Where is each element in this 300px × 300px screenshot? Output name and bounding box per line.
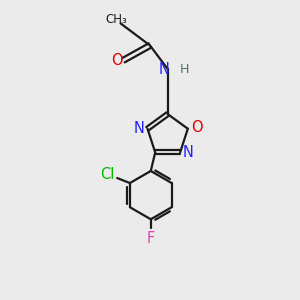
Text: F: F: [147, 231, 155, 246]
Text: H: H: [180, 62, 189, 76]
Text: O: O: [111, 53, 123, 68]
Text: N: N: [134, 121, 145, 136]
Text: CH₃: CH₃: [105, 14, 127, 26]
Text: N: N: [183, 145, 194, 160]
Text: Cl: Cl: [100, 167, 114, 182]
Text: O: O: [191, 120, 203, 135]
Text: N: N: [158, 61, 169, 76]
